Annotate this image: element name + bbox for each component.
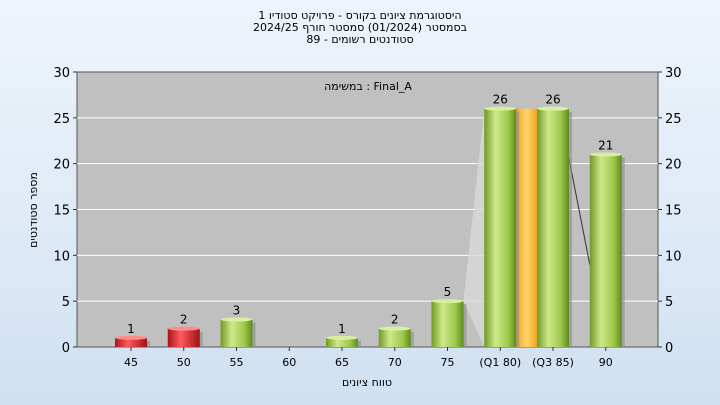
value-label-(Q3 85): 26 bbox=[545, 93, 560, 107]
value-label-90: 21 bbox=[598, 139, 613, 153]
bar-cap-55 bbox=[221, 318, 253, 322]
bar-50 bbox=[168, 329, 200, 347]
y-tick-label-left: 20 bbox=[53, 158, 70, 173]
y-tick-label-right: 0 bbox=[665, 341, 673, 356]
y-tick-label-right: 30 bbox=[665, 66, 682, 81]
y-axis-left: 0 5 10 15 20 25 30 bbox=[53, 66, 77, 356]
value-label-55: 3 bbox=[233, 304, 241, 318]
chart-annotation: במשימה : Final_A bbox=[324, 80, 412, 93]
y-tick-label-right: 5 bbox=[665, 295, 673, 310]
y-tick-label-left: 15 bbox=[53, 204, 70, 219]
bar-cap-50 bbox=[168, 327, 200, 331]
bar-55 bbox=[221, 320, 253, 348]
median-marker bbox=[516, 109, 537, 347]
x-tick-label-75: 75 bbox=[441, 356, 455, 369]
bar-cap-90 bbox=[590, 153, 622, 157]
value-label-65: 1 bbox=[338, 322, 346, 336]
y-tick-label-right: 10 bbox=[665, 249, 682, 264]
bar-90 bbox=[590, 155, 622, 348]
x-tick-label-65: 65 bbox=[335, 356, 349, 369]
bar-cap-70 bbox=[379, 327, 411, 331]
bar-cap-45 bbox=[115, 336, 147, 340]
y-tick-label-right: 20 bbox=[665, 158, 682, 173]
bar-cap-75 bbox=[432, 299, 464, 303]
y-tick-label-left: 0 bbox=[62, 341, 70, 356]
x-tick-label-(Q3 85): (Q3 85) bbox=[532, 356, 574, 369]
y-axis-right: 0 5 10 15 20 25 30 bbox=[658, 66, 682, 356]
bar-(Q1 80) bbox=[484, 109, 516, 347]
bar-cap-(Q1 80) bbox=[484, 107, 516, 111]
x-axis: 45 50 55 60 65 70 75 (Q1 80) (Q3 85) 90 bbox=[124, 347, 613, 369]
value-label-75: 5 bbox=[444, 285, 452, 299]
y-tick-label-left: 5 bbox=[62, 295, 70, 310]
value-label-50: 2 bbox=[180, 313, 188, 327]
y-tick-label-right: 15 bbox=[665, 204, 682, 219]
x-tick-label-(Q1 80): (Q1 80) bbox=[479, 356, 521, 369]
bar-(Q3 85) bbox=[537, 109, 569, 347]
value-label-(Q1 80): 26 bbox=[493, 93, 508, 107]
x-tick-label-70: 70 bbox=[388, 356, 402, 369]
x-tick-label-45: 45 bbox=[124, 356, 138, 369]
value-label-70: 2 bbox=[391, 313, 399, 327]
x-tick-label-55: 55 bbox=[230, 356, 244, 369]
x-axis-label: טווח ציונים bbox=[342, 376, 392, 389]
bar-cap-65 bbox=[326, 336, 358, 340]
bar-75 bbox=[432, 301, 464, 347]
bar-cap-(Q3 85) bbox=[537, 107, 569, 111]
value-label-45: 1 bbox=[127, 322, 135, 336]
x-tick-label-60: 60 bbox=[282, 356, 296, 369]
y-tick-label-right: 25 bbox=[665, 112, 682, 127]
y-tick-label-left: 10 bbox=[53, 249, 70, 264]
y-tick-label-left: 30 bbox=[53, 66, 70, 81]
y-axis-label: מספר סטודנטים bbox=[27, 172, 40, 248]
x-tick-label-50: 50 bbox=[177, 356, 191, 369]
x-tick-label-90: 90 bbox=[599, 356, 613, 369]
y-tick-label-left: 25 bbox=[53, 112, 70, 127]
bar-70 bbox=[379, 329, 411, 347]
